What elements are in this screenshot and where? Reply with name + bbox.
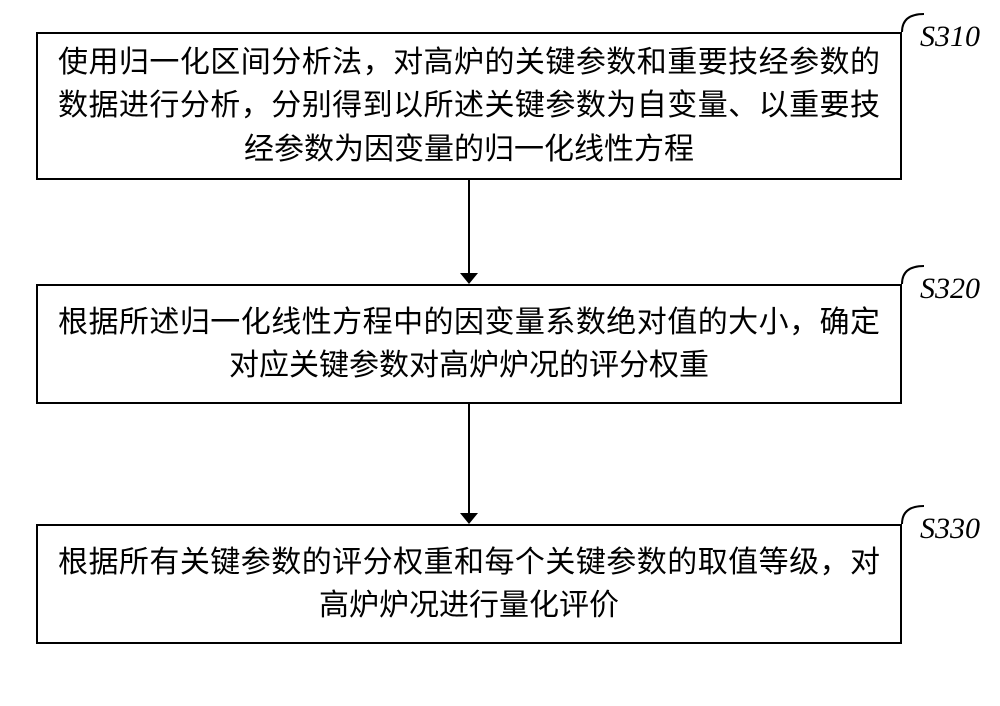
flowchart-node-s320: 根据所述归一化线性方程中的因变量系数绝对值的大小，确定对应关键参数对高炉炉况的评… xyxy=(36,284,902,404)
flowchart-canvas: 使用归一化区间分析法，对高炉的关键参数和重要技经参数的数据进行分析，分别得到以所… xyxy=(0,0,1000,706)
flowchart-node-s310: 使用归一化区间分析法，对高炉的关键参数和重要技经参数的数据进行分析，分别得到以所… xyxy=(36,32,902,180)
step-label-s330: S330 xyxy=(920,512,980,546)
flowchart-node-s330-text: 根据所有关键参数的评分权重和每个关键参数的取值等级，对高炉炉况进行量化评价 xyxy=(58,541,880,628)
flowchart-node-s310-text: 使用归一化区间分析法，对高炉的关键参数和重要技经参数的数据进行分析，分别得到以所… xyxy=(58,41,880,172)
step-label-s310: S310 xyxy=(920,20,980,54)
flowchart-arrow-s320-s330 xyxy=(449,404,489,528)
flowchart-node-s330: 根据所有关键参数的评分权重和每个关键参数的取值等级，对高炉炉况进行量化评价 xyxy=(36,524,902,644)
step-label-s320: S320 xyxy=(920,272,980,306)
flowchart-arrow-s310-s320 xyxy=(449,180,489,288)
flowchart-node-s320-text: 根据所述归一化线性方程中的因变量系数绝对值的大小，确定对应关键参数对高炉炉况的评… xyxy=(58,301,880,388)
